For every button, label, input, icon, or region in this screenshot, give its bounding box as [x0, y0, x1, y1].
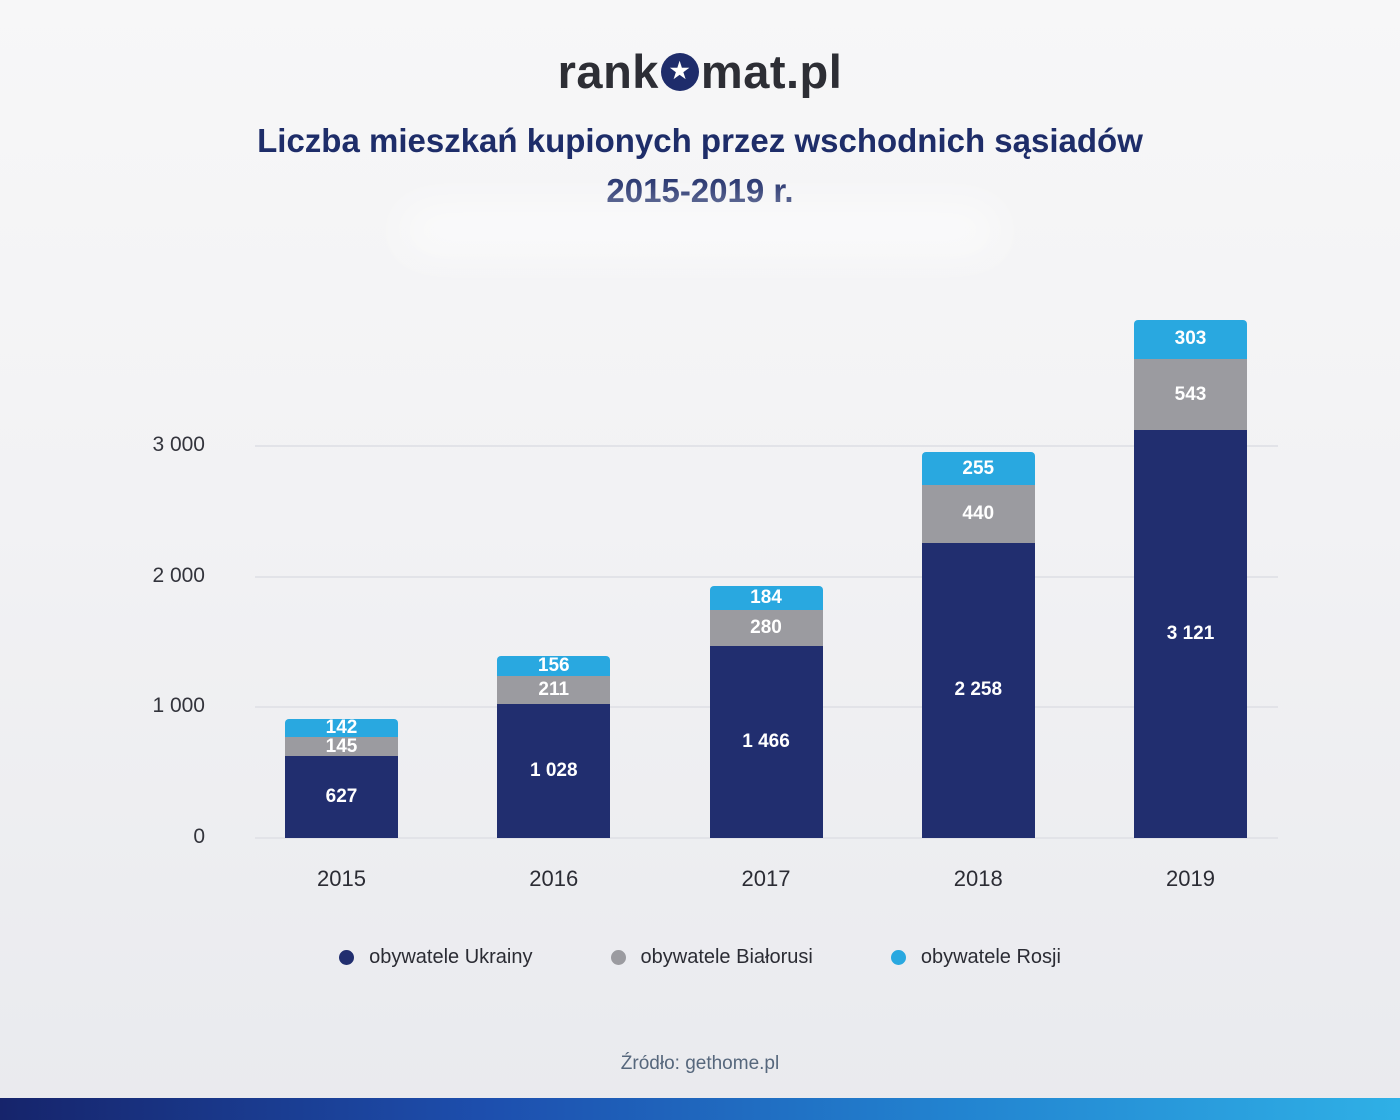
bar-segment: 142	[285, 716, 398, 738]
bar-segment: 440	[921, 485, 1035, 543]
chart-legend: obywatele Ukrainy obywatele Białorusi obyw…	[0, 946, 1400, 969]
title-line-2: 2015-2019 r.	[606, 171, 794, 209]
bar-segment: 280	[709, 609, 823, 647]
bar-segment-value: 184	[750, 586, 782, 608]
legend-dot-icon	[890, 950, 906, 965]
bar-segment-value: 1 028	[529, 759, 578, 781]
bar-segment-value: 1 466	[742, 731, 790, 753]
bar-segment: 1 028	[497, 703, 611, 838]
bar-segment: 211	[497, 676, 611, 704]
bar-segment-value: 280	[750, 617, 782, 639]
bar-segment: 184	[709, 585, 823, 610]
bar-segment: 2 258	[921, 542, 1035, 838]
bar-segment-value: 142	[325, 716, 358, 738]
y-axis-tick-label: 1 000	[152, 694, 205, 718]
bar-segment: 543	[1134, 359, 1247, 431]
bar-segment-value: 156	[537, 654, 570, 676]
logo-text-right: mat.pl	[700, 45, 843, 98]
page-title: Liczba mieszkań kupionych przez wschodni…	[0, 116, 1400, 215]
gridline	[255, 575, 1278, 578]
bar-segment-value: 2 258	[954, 679, 1003, 701]
bar-segment-value: 211	[538, 678, 570, 700]
gridline	[255, 445, 1278, 447]
bar-segment: 303	[1134, 319, 1247, 360]
legend-item: obywatele Rosji	[890, 946, 1061, 969]
legend-label: obywatele Białorusi	[640, 946, 813, 968]
legend-label: obywatele Rosji	[920, 946, 1061, 968]
bar-segment: 627	[285, 756, 398, 838]
logo: rank ★ mat.pl	[0, 44, 1400, 99]
bar-segment-value: 543	[1174, 383, 1207, 405]
bar-segment-value: 627	[325, 786, 358, 808]
gridline	[255, 837, 1278, 839]
bar-segment: 156	[497, 654, 611, 677]
star-icon: ★	[669, 57, 691, 83]
legend-item: obywatele Białorusi	[610, 946, 813, 969]
y-axis-tick-label: 0	[193, 825, 205, 848]
bar-segment-value: 3 121	[1166, 623, 1215, 645]
x-axis-label: 2016	[529, 866, 579, 891]
logo-star-icon: ★	[660, 52, 699, 91]
source-caption: Źródło: gethome.pl	[620, 1053, 780, 1074]
x-axis-label: 2015	[317, 866, 366, 891]
legend-label: obywatele Ukrainy	[369, 946, 533, 968]
bar-segment-value: 440	[962, 503, 995, 525]
bar-segment: 255	[921, 452, 1035, 486]
bar-segment: 145	[285, 735, 398, 757]
bar-segment: 1 466	[709, 646, 823, 838]
legend-dot-icon	[610, 950, 626, 965]
y-axis-tick-label: 2 000	[152, 563, 205, 587]
legend-dot-icon	[339, 950, 355, 965]
bar-segment-value: 145	[325, 735, 358, 757]
bar-segment-value: 255	[962, 457, 995, 479]
x-axis-label: 2017	[741, 866, 791, 891]
title-line-1: Liczba mieszkań kupionych przez wschodni…	[257, 122, 1143, 159]
x-axis-label: 2019	[1166, 866, 1215, 891]
logo-text-left: rank	[557, 45, 659, 98]
x-axis-label: 2018	[953, 866, 1003, 891]
y-axis-tick-label: 3 000	[152, 433, 205, 456]
bar-segment-value: 303	[1174, 328, 1207, 350]
legend-item: obywatele Ukrainy	[339, 946, 533, 969]
bar-segment: 3 121	[1134, 430, 1247, 838]
title-glow-decoration	[400, 205, 1000, 255]
footer-gradient-bar	[0, 1098, 1400, 1120]
